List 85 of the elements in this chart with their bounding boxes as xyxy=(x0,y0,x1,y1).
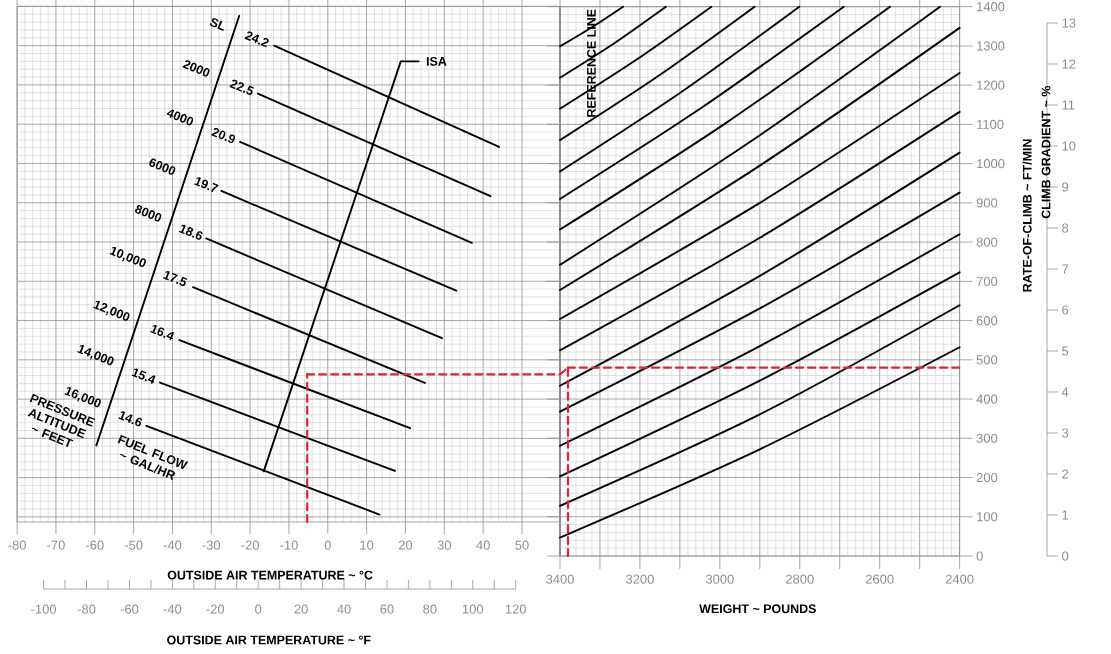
y2-tick-label: 8 xyxy=(1062,223,1069,233)
annotation: 17.5 xyxy=(163,271,188,287)
x-tick-label: -80 xyxy=(8,540,26,550)
y-tick-label: 200 xyxy=(976,472,998,483)
annotation: 10,000 xyxy=(109,246,146,267)
x-tick-label: 2400 xyxy=(945,574,974,584)
annotation: 4000 xyxy=(166,109,194,126)
annotation: 8000 xyxy=(134,205,162,222)
y2-tick-label: 11 xyxy=(1062,100,1075,110)
y2-tick-label: 5 xyxy=(1062,346,1069,356)
annotation: 14.6 xyxy=(118,411,143,427)
y-tick-label: 1200 xyxy=(977,80,1005,90)
x2-tick-label: 80 xyxy=(423,604,437,614)
x2-tick-label: -60 xyxy=(120,604,139,614)
y2-tick-label: 0 xyxy=(1062,551,1069,561)
annotation: 2000 xyxy=(182,60,210,77)
x2-tick-label: 100 xyxy=(462,604,484,614)
y-tick-label: 800 xyxy=(976,237,998,247)
x-tick-label: 10 xyxy=(360,540,374,550)
x-tick-label: 2800 xyxy=(786,574,814,584)
y-tick-label: 1400 xyxy=(977,2,1005,12)
annotation: 14,000 xyxy=(77,345,114,366)
y2-tick-label: 2 xyxy=(1062,469,1069,479)
x2-tick-label: 60 xyxy=(380,604,394,614)
annotation: 22.5 xyxy=(229,79,255,95)
annotation: 16.4 xyxy=(150,324,175,341)
y2-tick-label: 9 xyxy=(1062,182,1069,192)
x2-tick-label: -40 xyxy=(163,604,182,614)
y-tick-label: 700 xyxy=(976,276,998,286)
annotation: 24.2 xyxy=(244,31,269,48)
annotation: SL xyxy=(210,18,224,31)
y-tick-label: 1000 xyxy=(977,159,1005,169)
x2-axis-title: OUTSIDE AIR TEMPERATURE ~ °F xyxy=(167,635,371,645)
y2-tick-label: 6 xyxy=(1062,305,1069,315)
x-tick-label: 3400 xyxy=(546,574,574,584)
y-tick-label: 1100 xyxy=(977,119,1004,129)
y2-axis-title: CLIMB GRADIENT ~ % xyxy=(1041,85,1051,219)
x2-tick-label: -20 xyxy=(206,604,225,614)
x-tick-label: -70 xyxy=(47,540,65,550)
x-tick-label: 2600 xyxy=(865,574,894,584)
x-tick-label: -20 xyxy=(241,540,259,550)
x-tick-label: -60 xyxy=(85,540,104,550)
x-tick-label: -50 xyxy=(124,540,143,550)
annotation: 20.9 xyxy=(211,127,236,144)
annotation: 12,000 xyxy=(93,300,130,321)
y-tick-label: 600 xyxy=(976,315,998,326)
annotation: 19.7 xyxy=(194,177,219,192)
y-tick-label: 300 xyxy=(976,433,998,443)
x-tick-label: -10 xyxy=(280,540,298,550)
y2-tick-label: 4 xyxy=(1061,387,1069,397)
x2-tick-label: 20 xyxy=(294,604,308,614)
x-tick-label: 40 xyxy=(476,540,490,550)
annotation: 6000 xyxy=(149,158,176,175)
x2-tick-label: -80 xyxy=(77,604,96,614)
y2-tick-label: 7 xyxy=(1062,264,1069,274)
y2-tick-label: 13 xyxy=(1062,18,1076,28)
x-tick-label: 3200 xyxy=(626,574,654,584)
x2-tick-label: 0 xyxy=(255,604,262,614)
y-tick-label: 100 xyxy=(977,512,998,522)
x-tick-label: -40 xyxy=(163,540,182,550)
y-tick-label: 500 xyxy=(976,355,998,365)
annotation: 15.4 xyxy=(131,368,156,384)
y-tick-label: 0 xyxy=(976,551,983,561)
y-tick-label: 400 xyxy=(976,394,998,404)
x-tick-label: 50 xyxy=(515,540,529,550)
x-axis-title: WEIGHT ~ POUNDS xyxy=(699,604,816,614)
x-tick-label: -30 xyxy=(202,540,221,550)
y-tick-label: 1300 xyxy=(977,41,1005,51)
y-axis-title: RATE-OF-CLIMB ~ FT/MIN xyxy=(1022,139,1032,292)
x2-tick-label: 120 xyxy=(505,604,526,614)
y2-tick-label: 1 xyxy=(1062,510,1069,520)
y2-tick-label: 10 xyxy=(1062,141,1076,151)
x-tick-label: 30 xyxy=(437,540,451,550)
annotation: 18.6 xyxy=(178,224,203,240)
y2-tick-label: 3 xyxy=(1062,428,1069,438)
annotation: ISA xyxy=(426,56,447,66)
x2-tick-label: 40 xyxy=(337,604,351,614)
x-tick-label: 0 xyxy=(324,540,331,550)
y2-tick-label: 12 xyxy=(1062,59,1076,69)
x2-tick-label: -100 xyxy=(31,604,57,614)
x-tick-label: 20 xyxy=(398,540,413,550)
y-tick-label: 900 xyxy=(976,198,998,208)
ref-line-label: REFERENCE LINE xyxy=(586,9,596,117)
x-tick-label: 3000 xyxy=(705,574,734,584)
x-axis-title: OUTSIDE AIR TEMPERATURE ~ °C xyxy=(167,570,373,580)
